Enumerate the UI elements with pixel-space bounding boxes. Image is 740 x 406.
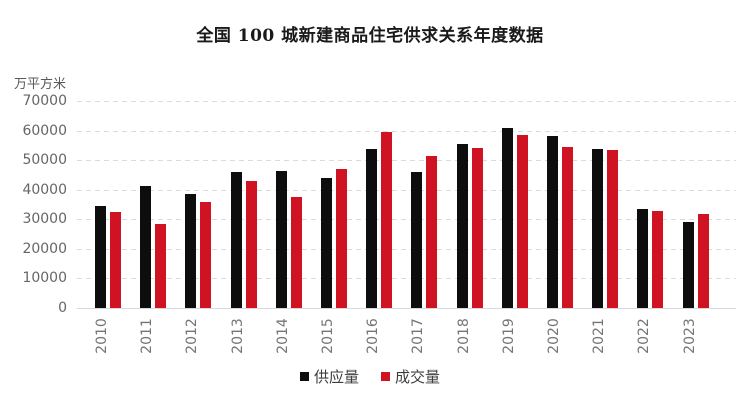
y-tick-label: 60000: [22, 122, 67, 139]
gridline: [77, 101, 736, 102]
bar-supply-2014: [276, 171, 287, 308]
x-tick-2019: 2019: [500, 318, 517, 354]
bar-supply-2018: [457, 144, 468, 308]
y-tick-label: 10000: [22, 270, 67, 287]
bar-supply-2020: [547, 136, 558, 308]
gridline: [77, 160, 736, 162]
y-tick-label: 40000: [22, 181, 67, 198]
legend-label-transaction: 成交量: [395, 368, 441, 386]
bar-transaction-2015: [336, 169, 347, 308]
bar-supply-2015: [321, 178, 332, 308]
bar-supply-2022: [637, 209, 648, 308]
gridline: [77, 130, 736, 132]
bar-transaction-2014: [291, 197, 302, 308]
legend-label-supply: 供应量: [313, 368, 359, 386]
y-tick-label: 0: [58, 300, 67, 316]
x-tick-2011: 2011: [139, 318, 156, 354]
x-tick-2016: 2016: [365, 318, 382, 354]
y-tick-label: 50000: [22, 152, 67, 169]
bar-transaction-2018: [472, 148, 483, 308]
bar-transaction-2023: [698, 214, 709, 308]
y-tick-label: 30000: [22, 211, 67, 228]
x-tick-2023: 2023: [681, 318, 698, 354]
x-tick-2020: 2020: [546, 318, 562, 354]
y-tick-label: 20000: [22, 240, 67, 257]
x-axis-line: [77, 308, 736, 309]
x-tick-2014: 2014: [274, 318, 291, 354]
legend-item-supply: 供应量: [299, 366, 359, 387]
bar-transaction-2021: [607, 150, 618, 308]
x-tick-2015: 2015: [320, 318, 336, 354]
gridline: [77, 219, 736, 221]
y-tick-label: 70000: [22, 93, 67, 109]
x-tick-2022: 2022: [636, 318, 653, 354]
bar-transaction-2016: [381, 132, 392, 308]
bar-transaction-2022: [652, 211, 663, 308]
gridline: [77, 248, 736, 250]
legend: 供应量 成交量: [0, 366, 740, 387]
y-axis-unit-label: 万平方米: [14, 77, 67, 92]
bar-transaction-2019: [517, 135, 528, 308]
bar-supply-2012: [185, 194, 196, 308]
x-tick-2010: 2010: [94, 318, 110, 354]
bar-transaction-2012: [200, 202, 211, 308]
legend-swatch-supply: [299, 372, 309, 381]
bar-supply-2010: [95, 206, 106, 308]
x-tick-2018: 2018: [455, 318, 472, 354]
bar-transaction-2020: [562, 147, 573, 308]
legend-swatch-transaction: [381, 372, 390, 381]
bar-supply-2016: [366, 149, 377, 308]
bar-transaction-2013: [246, 181, 257, 308]
x-tick-2013: 2013: [229, 318, 246, 354]
chart-title: 全国 100 城新建商品住宅供求关系年度数据: [196, 26, 544, 46]
bar-supply-2011: [140, 186, 151, 308]
bar-supply-2023: [683, 222, 694, 308]
bar-supply-2017: [411, 172, 422, 308]
bar-transaction-2017: [426, 156, 437, 308]
bar-supply-2021: [592, 149, 603, 308]
gridline: [77, 278, 736, 280]
x-tick-2021: 2021: [591, 318, 608, 354]
bar-transaction-2011: [155, 224, 166, 308]
bar-supply-2019: [502, 128, 513, 308]
x-tick-2017: 2017: [410, 318, 427, 354]
bar-supply-2013: [231, 172, 242, 308]
bar-transaction-2010: [110, 212, 121, 308]
x-tick-2012: 2012: [184, 318, 201, 354]
gridline: [77, 189, 736, 191]
legend-item-transaction: 成交量: [381, 366, 440, 387]
